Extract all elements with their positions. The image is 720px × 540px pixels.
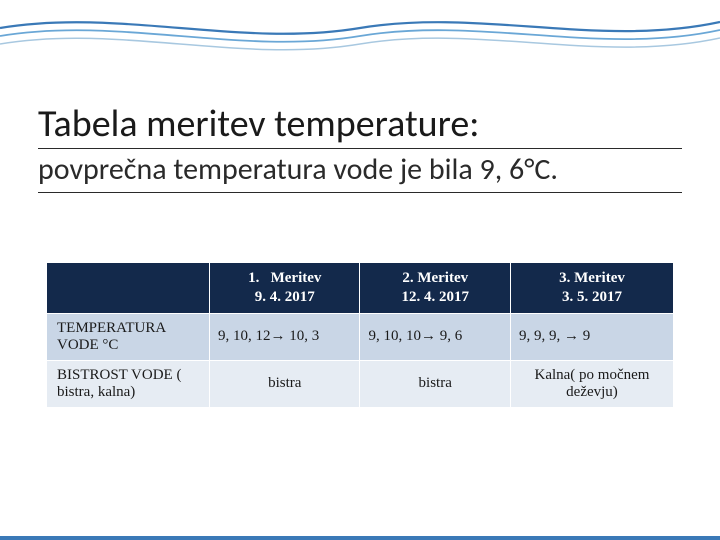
slide: Tabela meritev temperature: povprečna te… <box>0 0 720 540</box>
measurement-table: 1. Meritev9. 4. 2017 2. Meritev12. 4. 20… <box>46 262 674 408</box>
table-row-label: TEMPERATURA VODE °C <box>47 313 210 360</box>
table-header-measure-2: 2. Meritev12. 4. 2017 <box>360 263 510 314</box>
table-cell: 9, 10, 10→ 9, 6 <box>360 313 510 360</box>
wave-line-3 <box>0 38 720 50</box>
table-cell: 9, 9, 9, → 9 <box>510 313 673 360</box>
table-header-blank <box>47 263 210 314</box>
table-row: BISTROST VODE ( bistra, kalna)bistrabist… <box>47 360 674 407</box>
table-cell: 9, 10, 12→ 10, 3 <box>210 313 360 360</box>
table-body: TEMPERATURA VODE °C9, 10, 12→ 10, 39, 10… <box>47 313 674 407</box>
wave-line-1 <box>0 22 720 34</box>
table-header-measure-3: 3. Meritev3. 5. 2017 <box>510 263 673 314</box>
table-cell: bistra <box>210 360 360 407</box>
title-block: Tabela meritev temperature: povprečna te… <box>38 104 682 193</box>
bottom-accent-border <box>0 536 720 540</box>
page-subtitle: povprečna temperatura vode je bila 9, 6°… <box>38 151 682 193</box>
table-header-measure-1: 1. Meritev9. 4. 2017 <box>210 263 360 314</box>
page-title: Tabela meritev temperature: <box>38 104 682 149</box>
table-header-row: 1. Meritev9. 4. 2017 2. Meritev12. 4. 20… <box>47 263 674 314</box>
table-row: TEMPERATURA VODE °C9, 10, 12→ 10, 39, 10… <box>47 313 674 360</box>
table-row-label: BISTROST VODE ( bistra, kalna) <box>47 360 210 407</box>
measurement-table-container: 1. Meritev9. 4. 2017 2. Meritev12. 4. 20… <box>46 262 674 408</box>
table-cell: bistra <box>360 360 510 407</box>
wave-line-2 <box>0 30 720 42</box>
top-wave-decoration <box>0 0 720 80</box>
table-cell: Kalna( po močnem deževju) <box>510 360 673 407</box>
